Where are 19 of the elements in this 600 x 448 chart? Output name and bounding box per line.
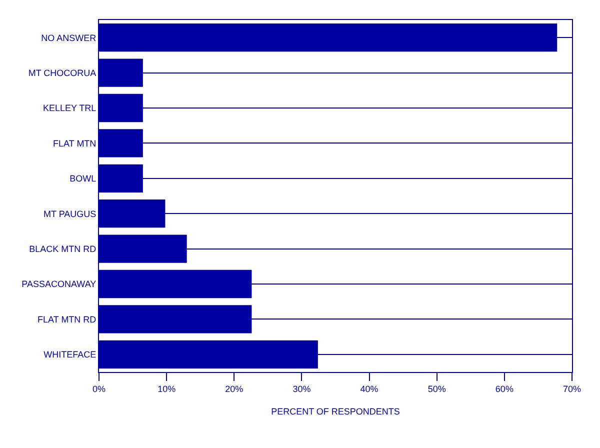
- x-tick-label: 50%: [428, 384, 446, 394]
- x-tick-label: 40%: [360, 384, 378, 394]
- y-tick-label: BLACK MTN RD: [29, 244, 97, 254]
- x-tick-label: 60%: [495, 384, 514, 394]
- x-axis-title: PERCENT OF RESPONDENTS: [271, 406, 400, 417]
- y-tick-label: KELLEY TRL: [42, 103, 96, 114]
- y-tick-label: MT PAUGUS: [44, 208, 96, 219]
- x-tick-label: 20%: [225, 384, 244, 394]
- y-tick-label: FLAT MTN RD: [38, 314, 97, 324]
- x-tick-label: 0%: [92, 384, 106, 394]
- y-tick-label: MT CHOCORUA: [28, 68, 96, 78]
- x-tick-label: 30%: [292, 384, 311, 394]
- y-tick-label: NO ANSWER: [41, 32, 97, 43]
- y-tick-label: WHITEFACE: [44, 350, 96, 360]
- x-tick-label: 10%: [158, 384, 176, 394]
- y-tick-label: BOWL: [70, 174, 96, 184]
- y-tick-label: FLAT MTN: [53, 138, 96, 148]
- x-tick-label: 70%: [562, 384, 582, 394]
- y-tick-label: PASSACONAWAY: [22, 279, 96, 290]
